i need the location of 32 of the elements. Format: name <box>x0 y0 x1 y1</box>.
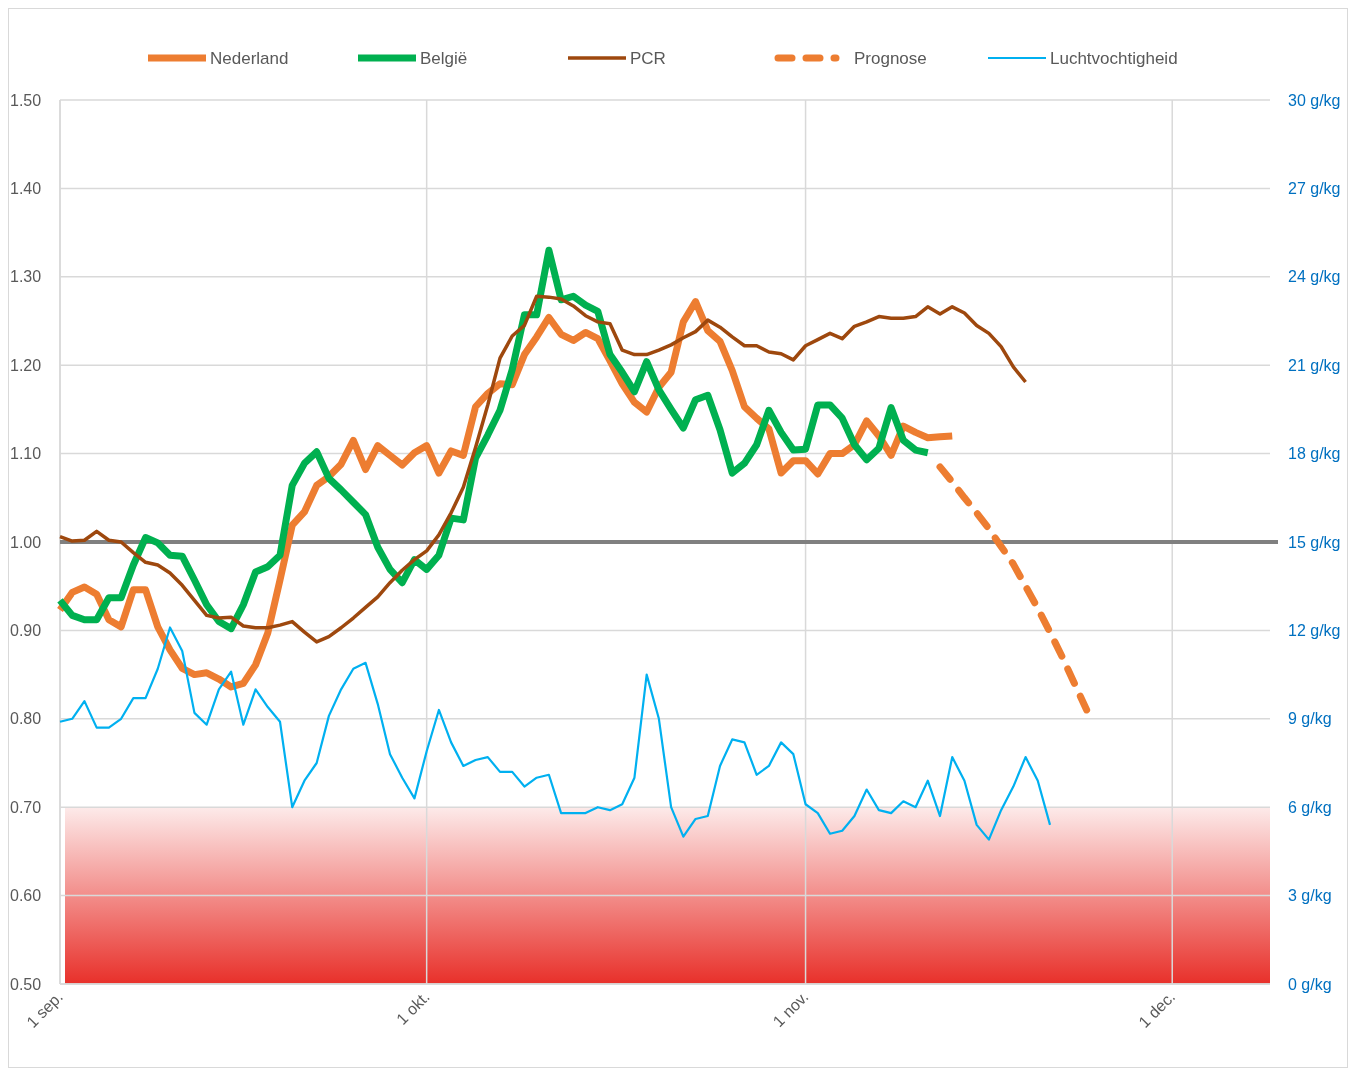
y2-tick-label: 6 g/kg <box>1288 798 1332 816</box>
legend-label: Nederland <box>210 48 289 68</box>
y2-tick-label: 0 g/kg <box>1288 975 1332 993</box>
y2-tick-label: 24 g/kg <box>1288 268 1341 286</box>
y2-tick-label: 15 g/kg <box>1288 533 1341 551</box>
y2-tick-label: 30 g/kg <box>1288 91 1341 109</box>
y-tick-label: 0.60 <box>10 887 42 905</box>
legend-label: Luchtvochtigheid <box>1050 48 1178 68</box>
y2-tick-label: 3 g/kg <box>1288 887 1332 905</box>
y-tick-label: 0.90 <box>10 622 42 639</box>
y-tick-label: 0.50 <box>10 975 42 993</box>
y2-tick-label: 21 g/kg <box>1288 356 1341 374</box>
y-tick-label: 1.10 <box>10 445 42 463</box>
line-series <box>58 294 1028 644</box>
y2-tick-label: 27 g/kg <box>1288 180 1341 197</box>
line-series <box>58 626 1052 841</box>
legend-label: België <box>420 48 468 68</box>
legend-label: Prognose <box>854 48 927 68</box>
y-tick-label: 1.40 <box>10 180 42 197</box>
y-tick-label: 0.70 <box>10 798 42 816</box>
y2-tick-label: 18 g/kg <box>1288 445 1341 463</box>
y-tick-label: 1.30 <box>10 268 42 286</box>
y2-tick-label: 9 g/kg <box>1288 710 1332 728</box>
x-tick-label: 1 nov. <box>769 988 812 1031</box>
y-tick-label: 0.80 <box>10 710 42 728</box>
y-tick-label: 1.00 <box>10 533 42 551</box>
y-tick-label: 1.50 <box>10 91 42 109</box>
y2-tick-label: 12 g/kg <box>1288 622 1341 639</box>
x-tick-label: 1 okt. <box>393 988 433 1028</box>
legend-label: PCR <box>630 48 666 68</box>
y-tick-label: 1.20 <box>10 356 42 374</box>
x-tick-label: 1 dec. <box>1135 988 1179 1031</box>
